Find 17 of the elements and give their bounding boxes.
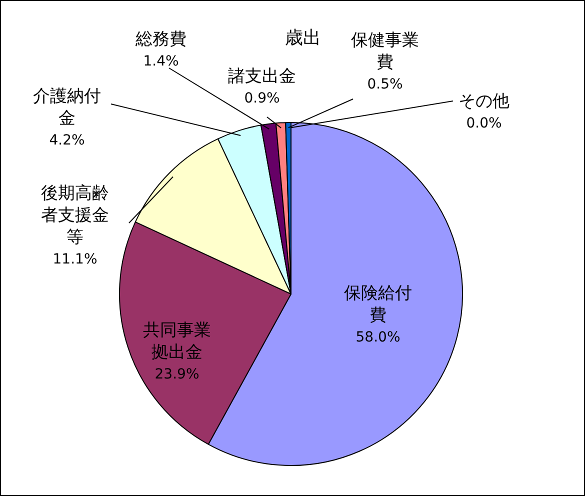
slice-label: 後期高齢者支援金等: [41, 183, 109, 248]
data-label: 11.1%: [52, 252, 98, 268]
data-label: 1.4%: [143, 54, 179, 70]
slice-label: 保険給付費: [344, 283, 412, 326]
data-label: 4.2%: [49, 132, 85, 149]
category-label: その他: [458, 91, 510, 112]
slice-label: 共同事業拠出金: [143, 320, 211, 362]
data-label: 58.0%: [356, 330, 400, 346]
slice-label: 総務費: [134, 29, 186, 50]
data-label: 0.5%: [367, 76, 403, 93]
data-label: 23.9%: [154, 366, 200, 383]
slice-label: 諸支出金: [228, 66, 296, 86]
chart-title: 歳出: [285, 28, 321, 49]
text: 0.0%: [466, 116, 502, 132]
slice-label: 介護納付金: [33, 86, 101, 128]
data-label: 0.9%: [244, 90, 280, 107]
slice-label: 保健事業費: [351, 30, 419, 72]
